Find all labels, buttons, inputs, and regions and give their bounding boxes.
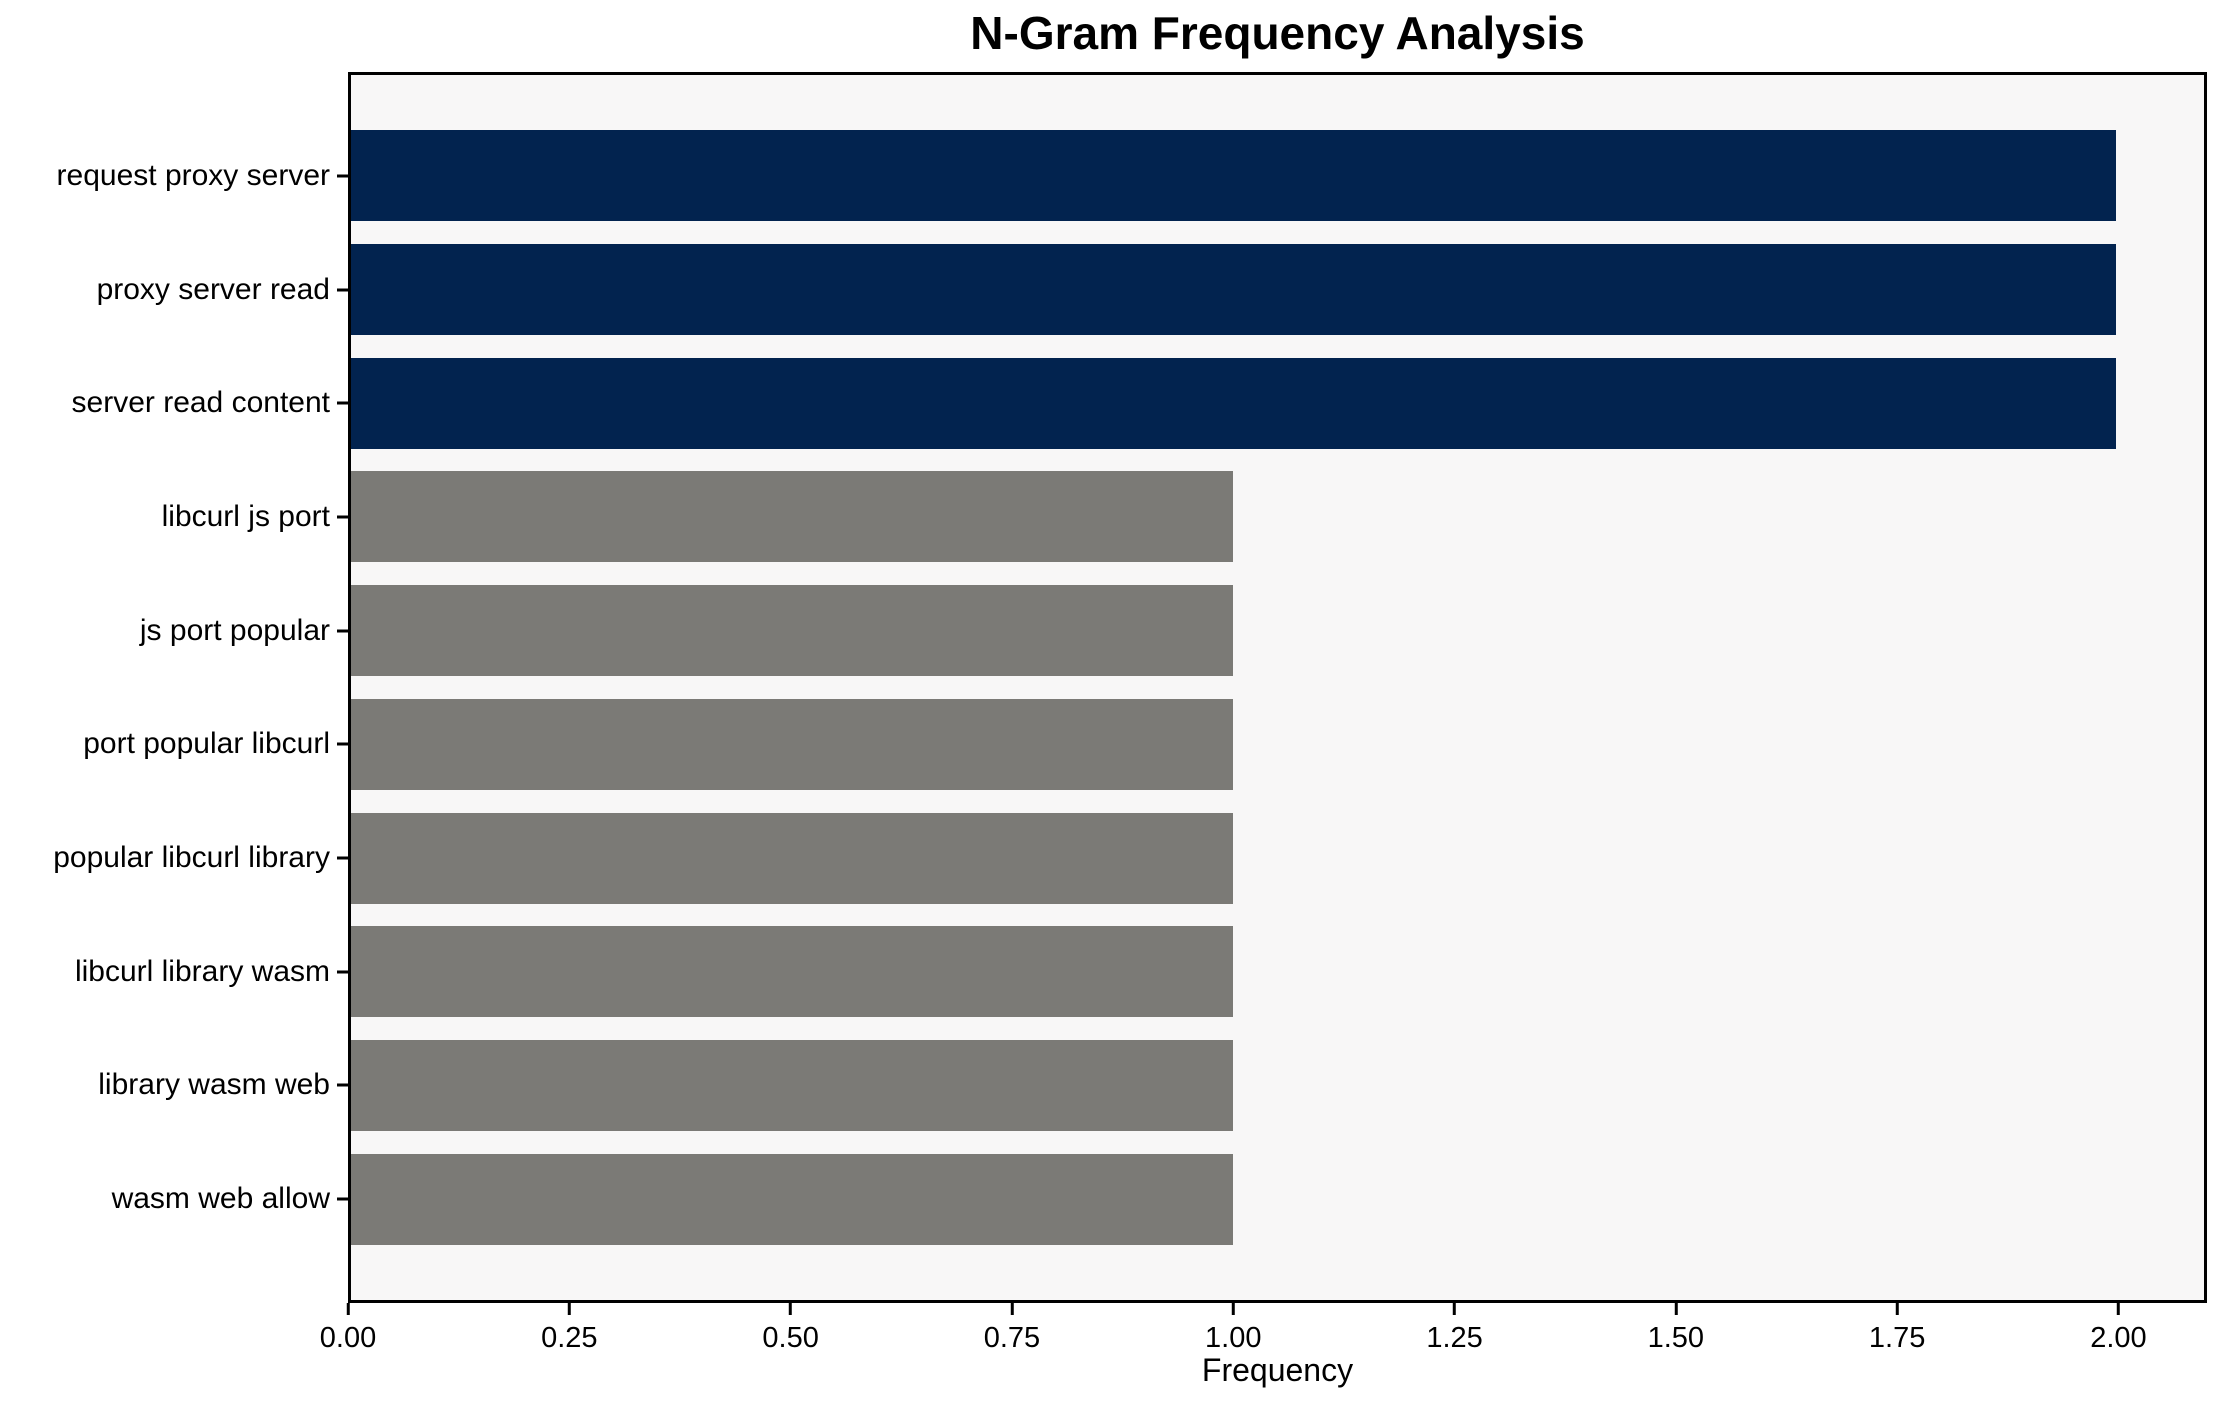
bar bbox=[351, 585, 1234, 677]
x-tick-mark bbox=[789, 1303, 793, 1315]
x-tick-mark bbox=[1453, 1303, 1457, 1315]
bar bbox=[351, 1153, 1234, 1245]
bar bbox=[351, 244, 2116, 336]
x-tick-label: 1.00 bbox=[1205, 1322, 1262, 1354]
x-tick-mark bbox=[2116, 1303, 2120, 1315]
x-tick: 1.50 bbox=[1648, 1303, 1704, 1355]
y-tick-mark bbox=[337, 174, 348, 178]
y-tick-label: js port popular bbox=[139, 613, 330, 647]
y-tick-mark bbox=[337, 742, 348, 746]
bar-row: request proxy server bbox=[57, 119, 2204, 233]
x-tick: 2.00 bbox=[2090, 1303, 2147, 1355]
x-tick: 1.25 bbox=[1426, 1303, 1483, 1355]
x-tick: 0.75 bbox=[984, 1303, 1040, 1355]
bar-row: wasm web allow bbox=[112, 1142, 2204, 1256]
x-tick-label: 1.75 bbox=[1868, 1322, 1926, 1354]
y-tick-label: proxy server read bbox=[96, 272, 330, 306]
x-tick: 1.75 bbox=[1869, 1303, 1925, 1355]
bar-row: libcurl library wasm bbox=[75, 915, 2204, 1029]
bar-row: port popular libcurl bbox=[83, 688, 2204, 802]
y-tick-label: request proxy server bbox=[56, 158, 330, 192]
y-tick-mark bbox=[337, 970, 348, 974]
y-tick-mark bbox=[337, 515, 348, 519]
bar-row: popular libcurl library bbox=[53, 801, 2204, 915]
bar bbox=[351, 1040, 1234, 1131]
x-tick-label: 1.50 bbox=[1647, 1322, 1705, 1354]
y-tick-mark bbox=[337, 401, 348, 405]
x-tick-mark bbox=[1010, 1303, 1014, 1315]
bar-rows-container: request proxy server proxy server read ser… bbox=[53, 75, 2204, 1300]
y-tick-label: popular libcurl library bbox=[53, 841, 330, 875]
x-tick: 0.50 bbox=[762, 1303, 819, 1355]
x-tick-label: 0.00 bbox=[319, 1322, 377, 1354]
x-tick: 1.00 bbox=[1205, 1303, 1261, 1355]
y-tick-label: libcurl js port bbox=[161, 499, 330, 533]
x-tick-label: 1.25 bbox=[1426, 1322, 1483, 1354]
x-tick-label: 0.25 bbox=[541, 1322, 598, 1354]
y-tick-mark bbox=[337, 629, 348, 633]
bar bbox=[351, 812, 1234, 904]
x-axis-title: Frequency bbox=[1201, 1352, 1354, 1388]
bar-row: server read content bbox=[72, 346, 2204, 460]
y-tick-label: libcurl library wasm bbox=[74, 954, 330, 988]
x-tick-mark bbox=[346, 1303, 350, 1315]
x-tick-mark bbox=[1674, 1303, 1678, 1315]
y-tick-label: port popular libcurl bbox=[83, 727, 330, 761]
x-tick-mark bbox=[1895, 1303, 1899, 1315]
y-tick-mark bbox=[337, 1197, 348, 1201]
chart-title: N-Gram Frequency Analysis bbox=[970, 7, 1585, 59]
bar bbox=[351, 471, 1234, 563]
x-tick-mark bbox=[567, 1303, 571, 1315]
bar-row: js port popular bbox=[140, 574, 2204, 688]
plot-area: request proxy server proxy server read ser… bbox=[53, 72, 2207, 1303]
y-tick-mark bbox=[337, 1083, 348, 1087]
x-tick-label: 0.50 bbox=[762, 1322, 819, 1354]
bar-row: library wasm web bbox=[98, 1029, 2204, 1143]
x-tick-label: 2.00 bbox=[2090, 1322, 2147, 1354]
y-tick-label: library wasm web bbox=[98, 1068, 330, 1102]
bar bbox=[351, 357, 2116, 449]
x-tick-label: 0.75 bbox=[983, 1322, 1041, 1354]
y-tick-mark bbox=[337, 856, 348, 860]
y-tick-mark bbox=[337, 288, 348, 292]
x-axis: 0.00 0.25 0.50 0.75 1.00 1.25 1.50 1.75 2.00 bbox=[320, 1303, 2207, 1373]
y-tick-label: wasm web allow bbox=[111, 1182, 330, 1216]
x-tick-mark bbox=[1231, 1303, 1235, 1315]
bar-row: libcurl js port bbox=[162, 460, 2204, 574]
x-tick: 0.25 bbox=[541, 1303, 598, 1355]
bar bbox=[351, 698, 1234, 790]
bar-row: proxy server read bbox=[97, 233, 2204, 347]
y-tick-label: server read content bbox=[71, 386, 330, 420]
x-tick: 0.00 bbox=[320, 1303, 376, 1355]
bar bbox=[351, 926, 1234, 1018]
bar bbox=[351, 130, 2116, 222]
